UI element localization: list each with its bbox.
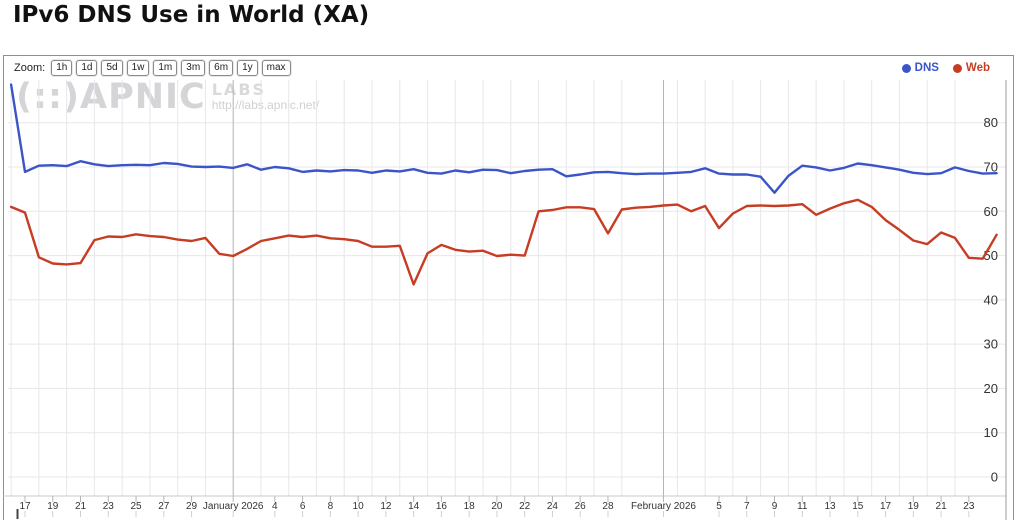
x-axis-label: 9 bbox=[772, 501, 778, 512]
dns-legend-label: DNS bbox=[914, 62, 939, 74]
y-axis-label: 60 bbox=[984, 204, 998, 219]
x-axis-month-label: January 2026 bbox=[203, 501, 264, 512]
zoom-button-1y[interactable]: 1y bbox=[237, 60, 258, 76]
x-axis-label: 19 bbox=[908, 501, 920, 512]
y-axis-label: 0 bbox=[991, 470, 998, 485]
x-axis-month-label: February 2026 bbox=[631, 501, 696, 512]
chart-title: IPv6 DNS Use in World (XA) bbox=[13, 2, 370, 28]
zoom-button-1d[interactable]: 1d bbox=[76, 60, 98, 76]
x-axis-label: 29 bbox=[186, 501, 198, 512]
legend-item-dns[interactable]: DNS bbox=[901, 62, 939, 74]
x-axis-label: 22 bbox=[519, 501, 531, 512]
chart-legend: DNS Web bbox=[901, 62, 990, 74]
x-axis-label: 7 bbox=[744, 501, 750, 512]
zoom-toolbar-label: Zoom: bbox=[14, 62, 46, 74]
x-axis-label: 25 bbox=[130, 501, 142, 512]
web-series-line bbox=[9, 198, 998, 286]
x-axis-label: 18 bbox=[464, 501, 476, 512]
x-axis-label: 19 bbox=[47, 501, 59, 512]
x-axis-label: 12 bbox=[380, 501, 392, 512]
x-axis-label: 28 bbox=[602, 501, 614, 512]
apnic-watermark: (::)APNIC LABS http://labs.apnic.net/ bbox=[16, 77, 320, 117]
web-legend-label: Web bbox=[965, 62, 990, 74]
x-axis-label: 14 bbox=[408, 501, 420, 512]
dns-legend-marker-icon bbox=[901, 63, 911, 73]
y-axis-label: 10 bbox=[984, 425, 998, 440]
x-axis-label: 26 bbox=[575, 501, 587, 512]
x-axis-label: 17 bbox=[880, 501, 892, 512]
zoom-button-1m[interactable]: 1m bbox=[153, 60, 178, 76]
x-axis-label: 27 bbox=[158, 501, 170, 512]
x-axis-label: 24 bbox=[547, 501, 559, 512]
x-axis-label: 20 bbox=[491, 501, 503, 512]
x-axis-label: 23 bbox=[963, 501, 975, 512]
zoom-buttons: 1h 1d 5d 1w 1m 3m 6m 1y max bbox=[51, 60, 291, 76]
web-legend-marker-icon bbox=[952, 63, 962, 73]
x-axis-label: 21 bbox=[936, 501, 948, 512]
legend-item-web[interactable]: Web bbox=[952, 62, 990, 74]
y-axis-label: 80 bbox=[984, 115, 998, 130]
x-axis-label: 15 bbox=[852, 501, 864, 512]
x-axis-label: 17 bbox=[19, 501, 31, 512]
zoom-toolbar: Zoom: 1h 1d 5d 1w 1m 3m 6m 1y max bbox=[14, 60, 291, 76]
zoom-button-max[interactable]: max bbox=[261, 60, 291, 76]
x-axis-label: 10 bbox=[353, 501, 365, 512]
apnic-logo: (::)APNIC bbox=[16, 77, 206, 117]
x-axis-label: 21 bbox=[75, 501, 87, 512]
y-axis-label: 30 bbox=[984, 337, 998, 352]
x-axis-label: 16 bbox=[436, 501, 448, 512]
apnic-labs-label: LABS bbox=[211, 80, 267, 99]
x-axis-label: 6 bbox=[300, 501, 306, 512]
zoom-button-6m[interactable]: 6m bbox=[209, 60, 234, 76]
apnic-labs-url: http://labs.apnic.net/ bbox=[211, 98, 320, 112]
y-axis-label: 40 bbox=[984, 292, 998, 307]
y-axis-label: 70 bbox=[984, 159, 998, 174]
zoom-button-3m[interactable]: 3m bbox=[181, 60, 206, 76]
x-axis-label: 11 bbox=[797, 501, 808, 512]
x-axis-label: 4 bbox=[272, 501, 278, 512]
zoom-button-1w[interactable]: 1w bbox=[126, 60, 150, 76]
x-axis-label: 23 bbox=[103, 501, 115, 512]
zoom-button-1h[interactable]: 1h bbox=[51, 60, 73, 76]
y-axis-label: 20 bbox=[984, 381, 998, 396]
chart-frame bbox=[3, 55, 1014, 520]
zoom-button-5d[interactable]: 5d bbox=[101, 60, 123, 76]
dns-series-line bbox=[9, 83, 998, 194]
x-axis-label: 5 bbox=[716, 501, 722, 512]
x-axis-label: 8 bbox=[328, 501, 334, 512]
x-axis-label: 13 bbox=[824, 501, 836, 512]
